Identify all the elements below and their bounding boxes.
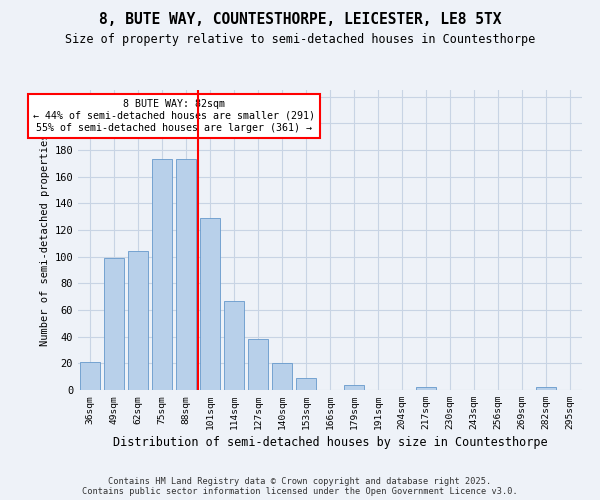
Text: Size of property relative to semi-detached houses in Countesthorpe: Size of property relative to semi-detach… xyxy=(65,32,535,46)
Text: 8 BUTE WAY: 82sqm
← 44% of semi-detached houses are smaller (291)
55% of semi-de: 8 BUTE WAY: 82sqm ← 44% of semi-detached… xyxy=(33,100,315,132)
Bar xyxy=(224,300,244,390)
Bar xyxy=(128,252,148,390)
Bar xyxy=(416,388,436,390)
Bar xyxy=(248,340,268,390)
Bar xyxy=(80,362,100,390)
Bar xyxy=(296,378,316,390)
Text: 8, BUTE WAY, COUNTESTHORPE, LEICESTER, LE8 5TX: 8, BUTE WAY, COUNTESTHORPE, LEICESTER, L… xyxy=(99,12,501,28)
Bar xyxy=(104,258,124,390)
Bar xyxy=(152,160,172,390)
Y-axis label: Number of semi-detached properties: Number of semi-detached properties xyxy=(40,134,50,346)
Bar xyxy=(536,388,556,390)
Bar xyxy=(176,160,196,390)
Bar xyxy=(272,364,292,390)
Bar xyxy=(200,218,220,390)
Text: Contains HM Land Registry data © Crown copyright and database right 2025.
Contai: Contains HM Land Registry data © Crown c… xyxy=(82,476,518,496)
Bar xyxy=(344,384,364,390)
X-axis label: Distribution of semi-detached houses by size in Countesthorpe: Distribution of semi-detached houses by … xyxy=(113,436,547,450)
